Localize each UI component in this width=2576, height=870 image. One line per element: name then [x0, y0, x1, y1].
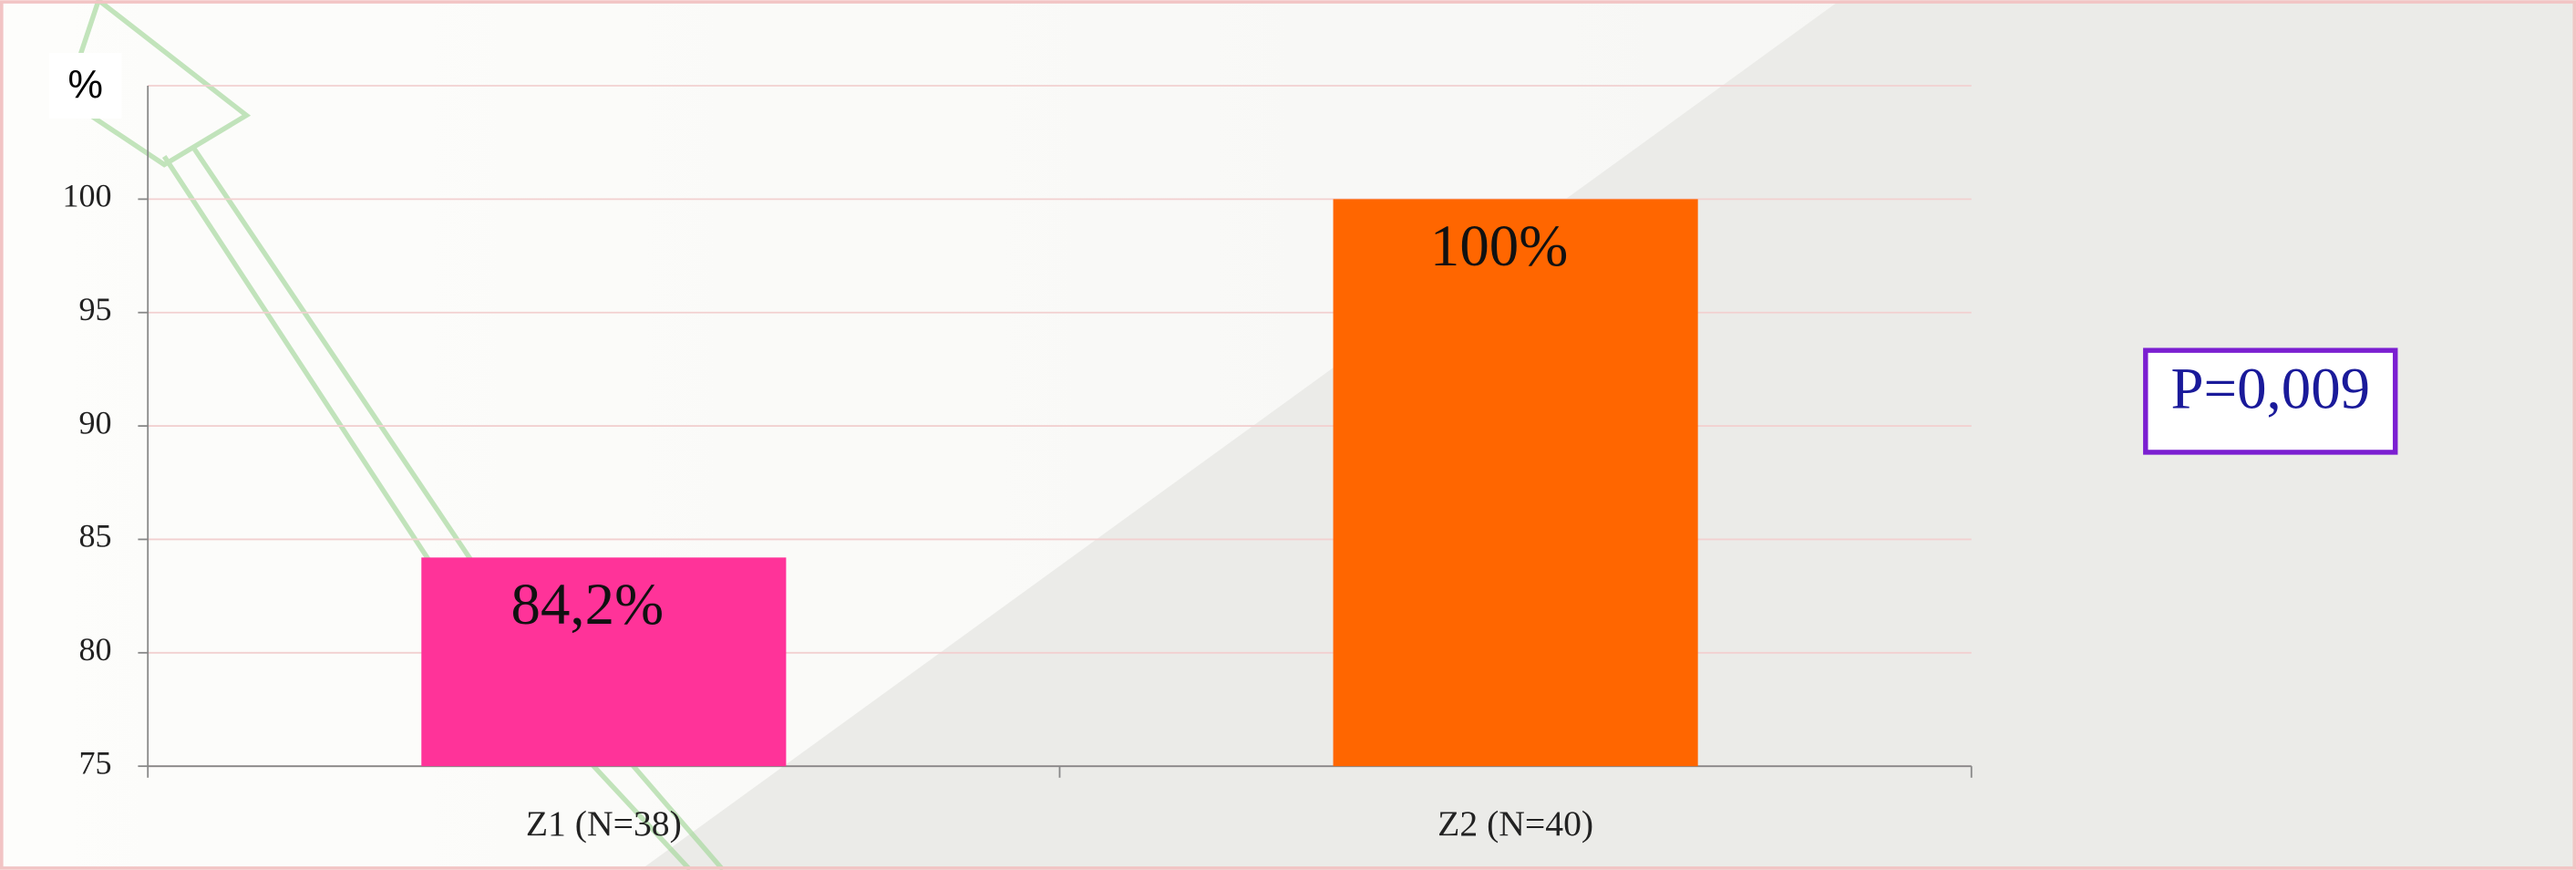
value-label: 84,2% [511, 572, 665, 637]
y-tick-label: 95 [79, 291, 112, 327]
annotation-box [2143, 347, 2398, 455]
y-tick-label: 75 [79, 744, 112, 781]
y-tick-label: 90 [79, 404, 112, 440]
y-label-box [49, 52, 122, 119]
x-tick-label: Z1 (N=38) [526, 803, 682, 844]
y-axis-label: % [67, 63, 102, 107]
value-label: 100% [1430, 213, 1568, 279]
y-tick-label: 85 [79, 518, 112, 554]
x-tick-label: Z2 (N=40) [1437, 803, 1593, 844]
y-tick-label: 100 [63, 178, 112, 214]
y-tick-label: 80 [79, 631, 112, 668]
annotation: P=0,009 [2170, 357, 2370, 422]
bar [421, 557, 787, 767]
bar [1333, 199, 1698, 767]
